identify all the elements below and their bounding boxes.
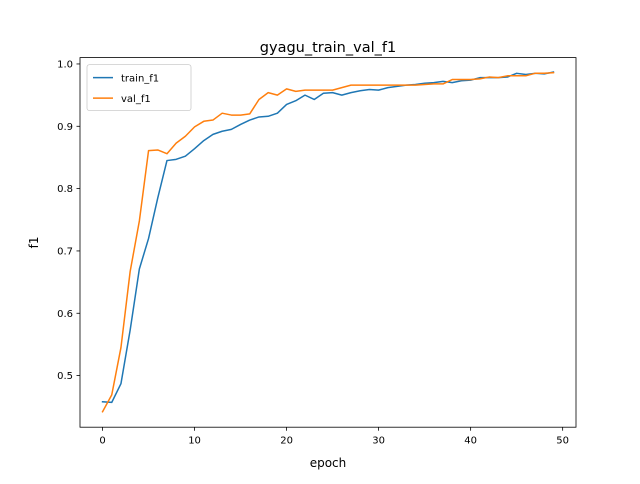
series-line-train-f1 xyxy=(101,71,555,404)
chart-title: gyagu_train_val_f1 xyxy=(260,40,396,56)
legend-label: val_f1 xyxy=(121,94,151,105)
y-tick-label: 0.8 xyxy=(57,184,73,195)
y-tick-label: 1.0 xyxy=(57,60,73,71)
x-axis-label: epoch xyxy=(310,456,347,470)
x-tick-label: 50 xyxy=(556,436,569,447)
y-axis-ticks: 0.5 0.6 0.7 0.8 0.9 1.0 xyxy=(57,60,80,382)
y-axis-label: f1 xyxy=(27,236,41,248)
y-tick-label: 0.5 xyxy=(57,371,73,382)
x-axis-ticks: 0 10 20 30 40 50 xyxy=(99,427,569,447)
x-tick-label: 40 xyxy=(464,436,477,447)
y-tick-label: 0.9 xyxy=(57,122,73,133)
legend: train_f1 val_f1 xyxy=(86,64,192,111)
y-tick-label: 0.7 xyxy=(57,247,73,258)
x-tick-label: 30 xyxy=(372,436,385,447)
legend-label: train_f1 xyxy=(121,74,159,85)
series-layer xyxy=(101,71,555,413)
x-tick-label: 20 xyxy=(280,436,293,447)
series-line-val-f1 xyxy=(101,71,555,413)
y-tick-label: 0.6 xyxy=(57,309,73,320)
x-tick-label: 0 xyxy=(99,436,105,447)
legend-box xyxy=(86,64,192,111)
plot-frame xyxy=(79,57,577,428)
x-tick-label: 10 xyxy=(188,436,201,447)
